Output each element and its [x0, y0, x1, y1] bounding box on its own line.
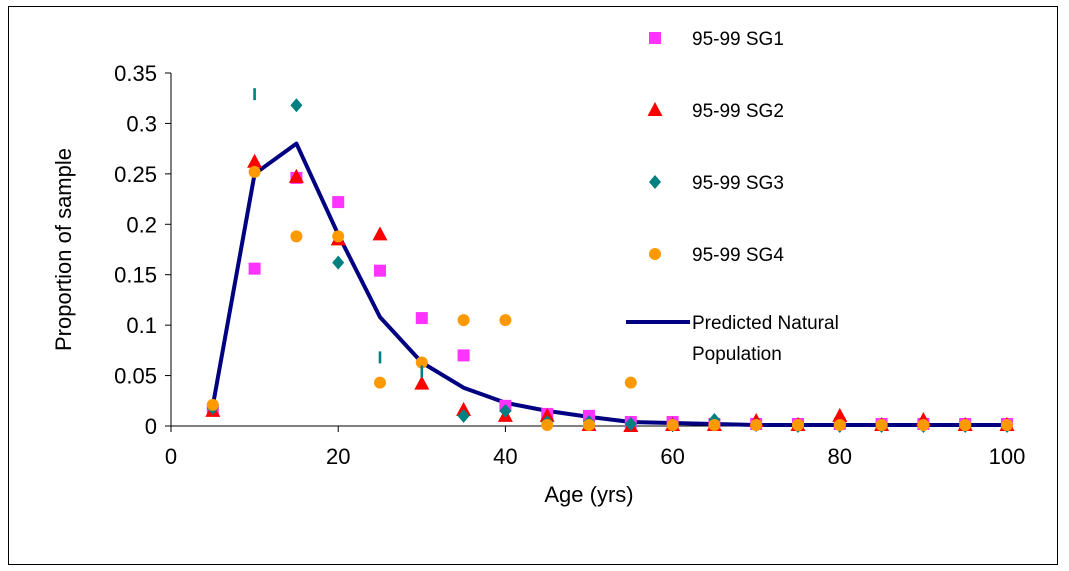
data-point [917, 418, 930, 431]
legend-item: Predicted Natural Population [626, 313, 839, 365]
data-point [499, 403, 512, 418]
legend-label: Population [692, 344, 782, 365]
data-point [457, 408, 470, 423]
data-point [1001, 418, 1013, 431]
legend-swatch [649, 248, 661, 260]
data-point [248, 262, 261, 275]
series-2 [206, 98, 1013, 433]
data-point [583, 418, 595, 431]
legend-label: 95-99 SG1 [692, 29, 784, 50]
legend-label: 95-99 SG3 [692, 173, 784, 194]
x-tick-label: 80 [828, 444, 852, 469]
data-point [833, 418, 846, 431]
y-tick-label: 0.1 [126, 313, 157, 338]
x-tick-label: 100 [989, 444, 1026, 469]
data-point [288, 168, 304, 183]
data-point [290, 98, 303, 113]
data-point [247, 153, 263, 168]
data-point [875, 418, 888, 431]
legend: 95-99 SG1 95-99 SG2 95-99 SG3 95-99 SG4 Pred… [626, 29, 839, 365]
data-point [206, 398, 219, 411]
series-layer [205, 88, 1015, 433]
legend-item: 95-99 SG1 [649, 29, 784, 50]
y-tick-label: 0.25 [114, 162, 157, 187]
series-4 [210, 141, 1007, 427]
y-axis-ticks: 0 0.05 0.1 0.15 0.2 0.25 0.3 0.35 [114, 61, 171, 439]
data-point [332, 196, 345, 209]
data-point [499, 314, 512, 327]
y-tick-label: 0.2 [126, 212, 157, 237]
legend-label: Predicted Natural [692, 313, 839, 334]
legend-label: 95-99 SG4 [692, 245, 784, 266]
y-tick-label: 0.3 [126, 111, 157, 136]
extra-marks [253, 88, 424, 378]
series-1 [205, 153, 1015, 432]
data-point [792, 418, 804, 431]
y-tick-label: 0.05 [114, 364, 157, 389]
data-point [457, 349, 470, 362]
data-point [374, 264, 386, 277]
data-point [624, 416, 637, 431]
data-point [624, 376, 637, 389]
data-point [420, 365, 424, 378]
x-tick-label: 20 [326, 444, 350, 469]
legend-label: 95-99 SG2 [692, 101, 784, 122]
series-3 [206, 165, 1013, 431]
x-tick-label: 40 [493, 444, 517, 469]
legend-swatch [649, 32, 661, 44]
data-point [253, 88, 256, 101]
data-point [666, 418, 679, 431]
data-point [414, 375, 430, 390]
data-point [378, 351, 382, 364]
y-tick-label: 0.15 [114, 263, 157, 288]
axes [170, 73, 1007, 427]
data-point [832, 407, 848, 422]
data-point [959, 418, 972, 431]
legend-item: 95-99 SG3 [649, 173, 784, 194]
data-point [332, 255, 345, 270]
data-point [332, 230, 345, 243]
data-point [415, 356, 428, 369]
legend-swatch [649, 175, 661, 189]
data-point [372, 226, 388, 241]
data-point [708, 418, 721, 431]
data-point [456, 401, 472, 416]
data-point [750, 418, 763, 431]
x-tick-label: 60 [660, 444, 684, 469]
data-point [290, 230, 303, 243]
x-axis-title: Age (yrs) [544, 482, 633, 507]
data-point [457, 314, 470, 327]
x-tick-label: 0 [165, 444, 177, 469]
x-axis-ticks: 0 20 40 60 80 100 [165, 426, 1025, 469]
y-tick-label: 0.35 [114, 61, 157, 86]
chart-frame [8, 6, 1058, 565]
data-point [539, 407, 555, 422]
y-tick-label: 0 [145, 414, 157, 439]
legend-item: 95-99 SG4 [649, 245, 784, 266]
data-point [541, 418, 554, 431]
y-axis-title: Proportion of sample [51, 148, 76, 351]
legend-item: 95-99 SG2 [647, 101, 784, 122]
data-point [415, 312, 428, 325]
data-point [374, 376, 386, 389]
series-line [210, 141, 1007, 427]
legend-swatch [647, 102, 663, 116]
data-point [248, 165, 261, 178]
